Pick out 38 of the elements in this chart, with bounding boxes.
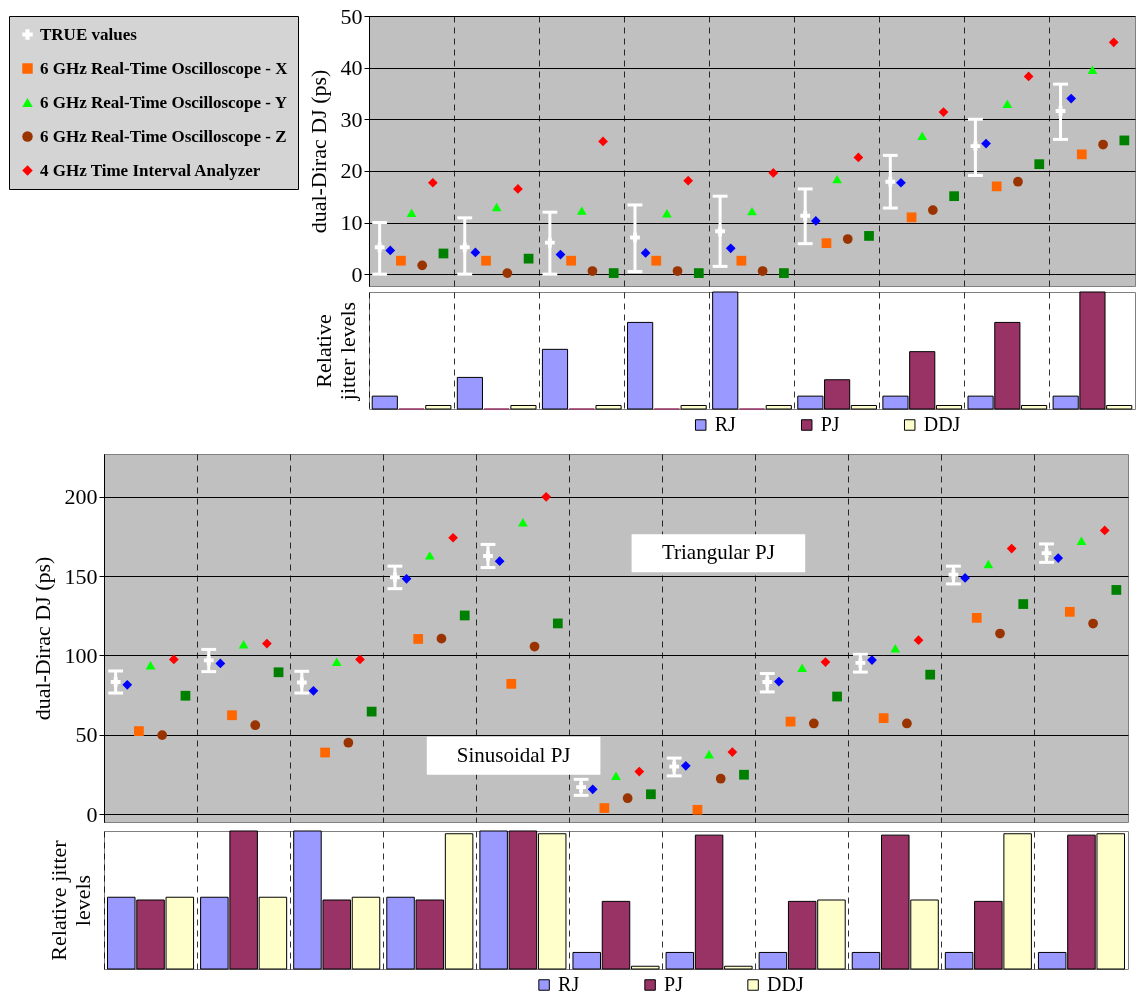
y-tick-label: 200 <box>64 484 98 510</box>
legend-label: 6 GHz Real-Time Oscilloscope - X <box>40 58 289 78</box>
bar <box>456 376 483 410</box>
legend-label: PJ <box>664 973 684 995</box>
bar <box>680 404 707 410</box>
bar <box>541 348 569 410</box>
y-tick-label: 0 <box>86 801 98 827</box>
annotation: Triangular PJ <box>661 540 775 565</box>
legend-label: 6 GHz Real-Time Oscilloscope - Z <box>40 126 287 146</box>
legend-label: RJ <box>558 973 580 995</box>
y-tick-label: 50 <box>340 3 363 29</box>
legend-label: 4 GHz Time Interval Analyzer <box>40 160 261 180</box>
y-axis-title: Relative jitter levels <box>310 301 360 402</box>
legend-label: DDJ <box>767 973 804 995</box>
bar <box>765 404 792 410</box>
y-axis-title: dual-Dirac DJ (ps) <box>305 69 331 234</box>
y-tick-label: 50 <box>75 722 98 748</box>
bar <box>371 395 398 410</box>
bar <box>627 321 654 410</box>
y-tick-label: 150 <box>64 563 98 589</box>
y-tick-label: 40 <box>340 55 363 81</box>
y-tick-label: 20 <box>340 158 363 184</box>
bar <box>425 404 452 410</box>
bar <box>510 404 537 410</box>
legend-label: 6 GHz Real-Time Oscilloscope - Y <box>40 92 287 112</box>
bar <box>712 291 739 410</box>
y-axis-title: Relative jitter levels <box>45 839 95 961</box>
y-axis-title: dual-Dirac DJ (ps) <box>29 556 55 721</box>
legend-label: RJ <box>714 413 737 435</box>
y-tick-label: 10 <box>340 210 363 235</box>
annotation: Sinusoidal PJ <box>456 742 571 767</box>
legend-label: DDJ <box>923 413 961 435</box>
legend-label: PJ <box>820 413 840 435</box>
y-tick-label: 0 <box>351 261 363 287</box>
legend-label: TRUE values <box>40 24 138 44</box>
y-tick-label: 30 <box>340 106 363 132</box>
bar <box>595 404 622 410</box>
y-tick-label: 100 <box>64 642 98 668</box>
